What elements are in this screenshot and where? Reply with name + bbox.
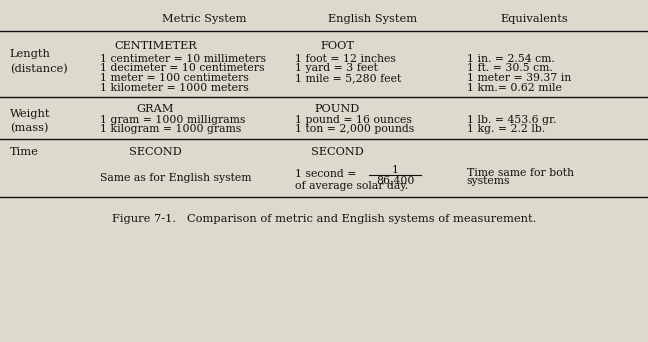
Text: Length
(distance): Length (distance) [10, 49, 67, 74]
Text: Time: Time [10, 147, 39, 157]
Text: 1 gram = 1000 milligrams: 1 gram = 1000 milligrams [100, 115, 246, 125]
Text: 86,400: 86,400 [376, 175, 415, 185]
Text: CENTIMETER: CENTIMETER [114, 41, 197, 51]
Text: 1: 1 [392, 165, 399, 175]
Text: FOOT: FOOT [320, 41, 354, 51]
Text: 1 kilometer = 1000 meters: 1 kilometer = 1000 meters [100, 82, 249, 93]
Text: of average solar day.: of average solar day. [295, 181, 408, 192]
Text: 1 ton = 2,000 pounds: 1 ton = 2,000 pounds [295, 124, 414, 134]
Text: Equivalents: Equivalents [501, 14, 568, 24]
Text: 1 lb. = 453.6 gr.: 1 lb. = 453.6 gr. [467, 115, 556, 125]
Text: English System: English System [328, 14, 417, 24]
Text: Metric System: Metric System [162, 14, 246, 24]
Text: 1 km.= 0.62 mile: 1 km.= 0.62 mile [467, 82, 561, 93]
Text: 1 meter = 39.37 in: 1 meter = 39.37 in [467, 73, 571, 83]
Text: 1 decimeter = 10 centimeters: 1 decimeter = 10 centimeters [100, 63, 265, 74]
Text: 1 pound = 16 ounces: 1 pound = 16 ounces [295, 115, 411, 125]
Text: 1 in. = 2.54 cm.: 1 in. = 2.54 cm. [467, 54, 554, 64]
Text: 1 mile = 5,280 feet: 1 mile = 5,280 feet [295, 73, 401, 83]
Text: Time same for both: Time same for both [467, 168, 573, 178]
Text: 1 ft. = 30.5 cm.: 1 ft. = 30.5 cm. [467, 63, 552, 74]
Text: 1 kg. = 2.2 lb.: 1 kg. = 2.2 lb. [467, 124, 545, 134]
Text: Weight
(mass): Weight (mass) [10, 109, 51, 134]
Text: 1 kilogram = 1000 grams: 1 kilogram = 1000 grams [100, 124, 242, 134]
Text: Figure 7-1.   Comparison of metric and English systems of measurement.: Figure 7-1. Comparison of metric and Eng… [112, 214, 536, 224]
Text: 1 yard = 3 feet: 1 yard = 3 feet [295, 63, 378, 74]
Text: 1 second =: 1 second = [295, 169, 356, 180]
Text: GRAM: GRAM [137, 104, 174, 114]
Text: 1 centimeter = 10 millimeters: 1 centimeter = 10 millimeters [100, 54, 266, 64]
Text: SECOND: SECOND [310, 147, 364, 157]
Text: 1 foot = 12 inches: 1 foot = 12 inches [295, 54, 396, 64]
Text: systems: systems [467, 176, 510, 186]
Text: 1 meter = 100 centimeters: 1 meter = 100 centimeters [100, 73, 249, 83]
Text: POUND: POUND [314, 104, 360, 114]
Text: Same as for English system: Same as for English system [100, 173, 252, 183]
Text: SECOND: SECOND [129, 147, 182, 157]
